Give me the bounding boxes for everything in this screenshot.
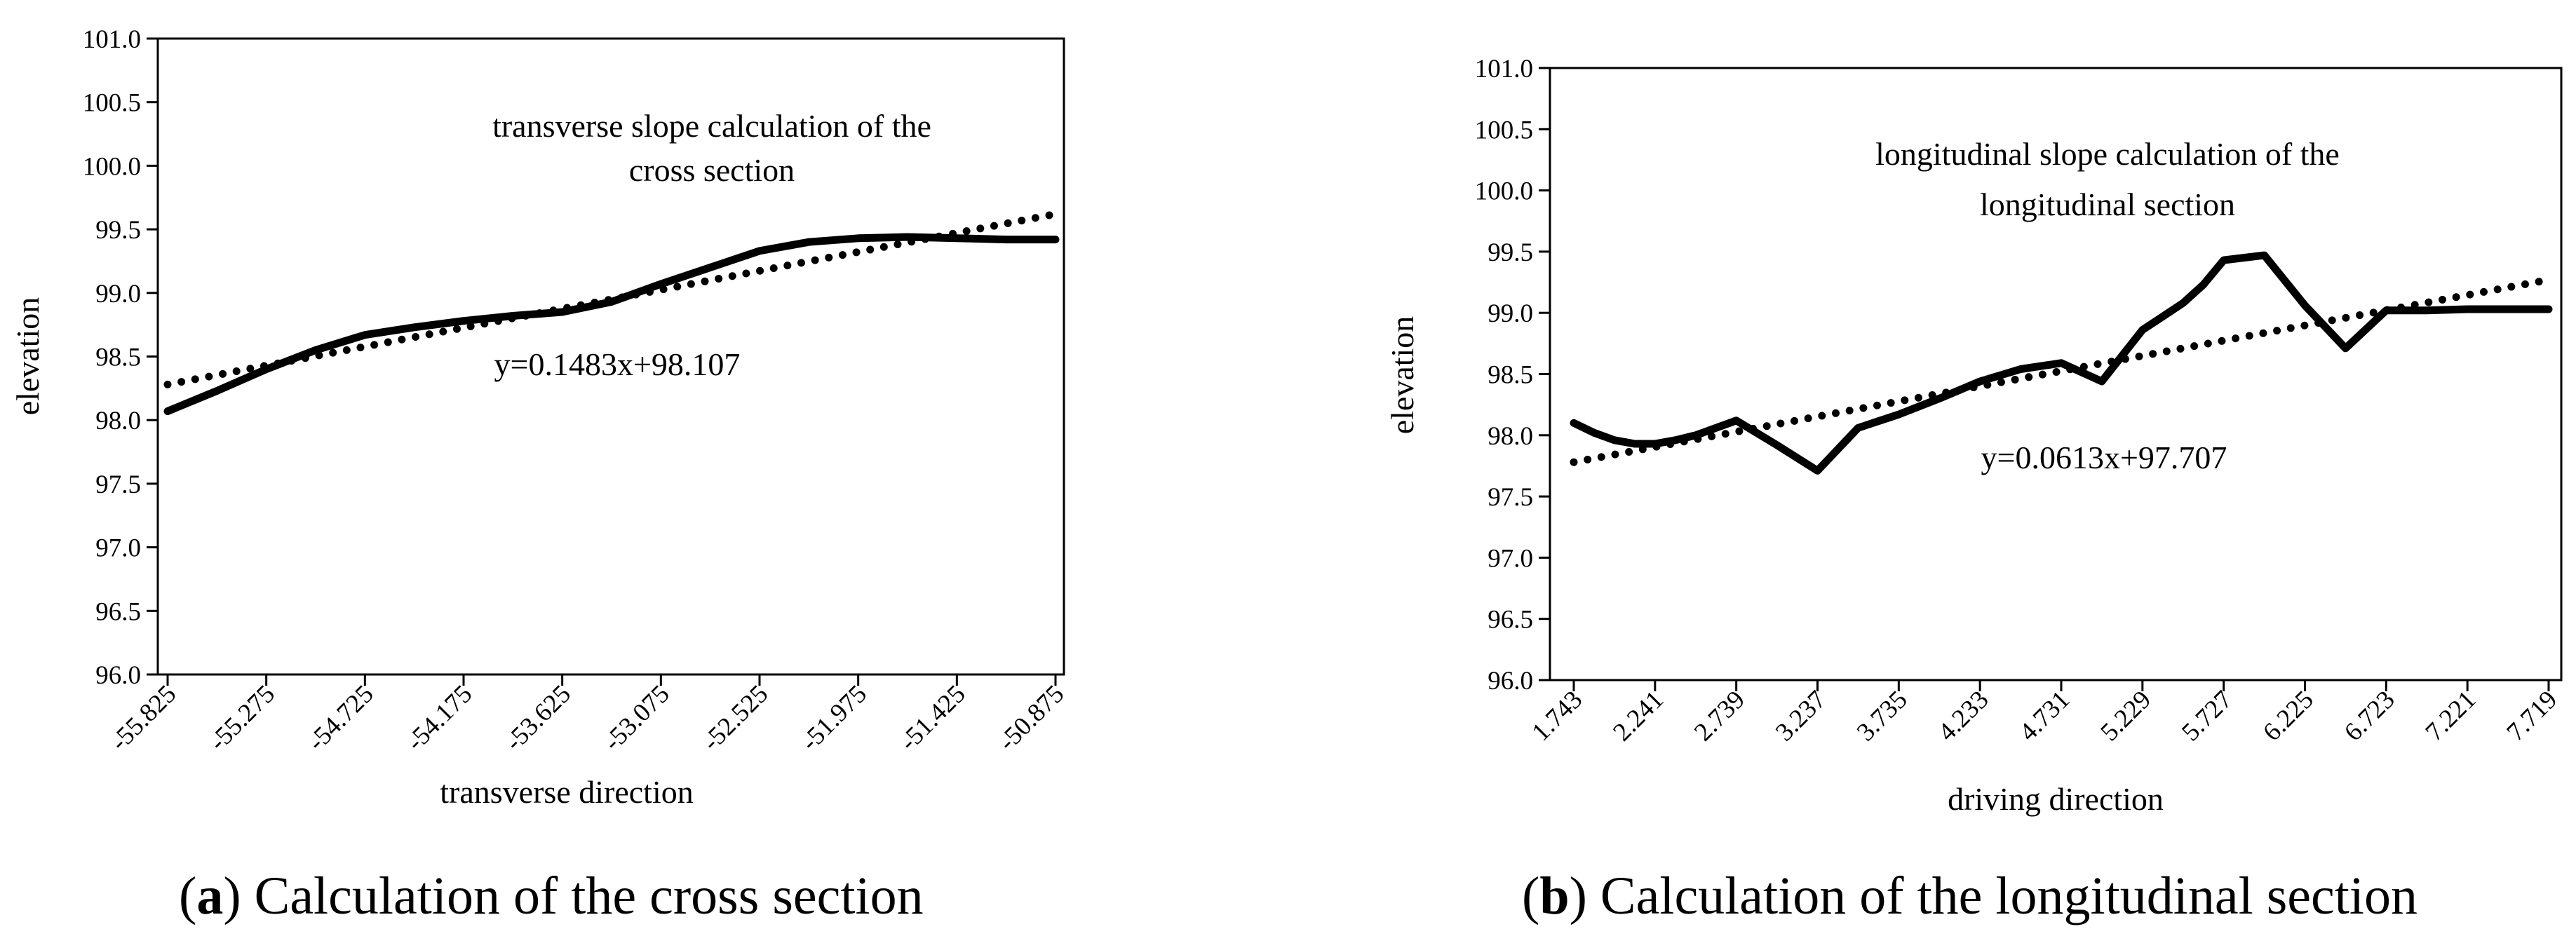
- trend-equation: y=0.1483x+98.107: [494, 346, 741, 382]
- data-line: [163, 233, 1060, 415]
- x-tick-label: 1.743: [1527, 685, 1589, 747]
- x-tick-label: 7.719: [2502, 685, 2563, 747]
- data-line: [1570, 251, 2553, 475]
- y-tick-label: 99.0: [1488, 299, 1533, 328]
- x-tick-label: 3.237: [1770, 685, 1832, 747]
- caption-a: (a) Calculation of the cross section: [179, 866, 924, 927]
- x-tick-label: -53.075: [598, 679, 675, 757]
- y-tick-label: 100.5: [1475, 116, 1533, 144]
- y-tick-label: 100.5: [83, 89, 141, 118]
- y-tick-label: 97.0: [1488, 544, 1533, 573]
- chart-panel-a: 101.0 100.5 100.0 99.5 99.0 98.5 98.0 97.5 97.0 9…: [10, 25, 1070, 810]
- trend-line: [163, 210, 1060, 388]
- caption-b-open: (: [1522, 867, 1540, 925]
- x-tick-label: 4.731: [2014, 685, 2076, 747]
- caption-a-letter: a: [196, 867, 224, 925]
- x-axis-label: driving direction: [1948, 781, 2164, 817]
- y-tick-label: 101.0: [83, 25, 141, 54]
- x-tick-label: -54.725: [302, 679, 379, 757]
- x-tick-label: 7.221: [2420, 685, 2482, 747]
- y-tick-label: 99.5: [95, 216, 141, 245]
- y-tick-label: 96.5: [95, 597, 141, 626]
- x-tick-label: 4.233: [1933, 685, 1995, 747]
- y-tick-label: 98.5: [95, 344, 141, 372]
- x-tick-label: -55.825: [105, 679, 182, 757]
- annotation-text: longitudinal slope calculation of the: [1875, 136, 2340, 172]
- x-tick-label: -51.425: [894, 679, 971, 757]
- annotation-text: transverse slope calculation of the: [492, 108, 931, 144]
- caption-b-text: ) Calculation of the longitudinal sectio…: [1569, 867, 2417, 925]
- y-axis-label: elevation: [10, 297, 46, 416]
- x-tick-label: 3.735: [1852, 685, 1913, 747]
- x-axis-label: transverse direction: [440, 774, 693, 810]
- x-tick-label: -55.275: [203, 679, 281, 757]
- y-tick-label: 97.5: [1488, 483, 1533, 512]
- x-tick-label: -52.525: [697, 679, 774, 757]
- caption-a-open: (: [179, 867, 197, 925]
- y-tick-label: 99.5: [1488, 238, 1533, 267]
- y-tick-label: 100.0: [83, 152, 141, 181]
- x-tick-label: -51.975: [795, 679, 872, 757]
- y-tick-label: 96.0: [95, 661, 141, 690]
- x-tick-label: 5.727: [2176, 685, 2238, 747]
- y-tick-label: 97.5: [95, 470, 141, 499]
- chart-panel-b: 101.0 100.5 100.0 99.5 99.0 98.5 98.0 97.5 97.0 9…: [1384, 55, 2563, 817]
- caption-a-text: ) Calculation of the cross section: [223, 867, 924, 925]
- y-tick-label: 98.5: [1488, 361, 1533, 390]
- annotation-text: longitudinal section: [1980, 186, 2235, 222]
- y-tick-label: 101.0: [1475, 55, 1533, 83]
- x-tick-label: -54.175: [401, 679, 478, 757]
- y-tick-label: 96.0: [1488, 667, 1533, 696]
- x-tick-label: 2.241: [1607, 685, 1669, 747]
- y-tick-label: 100.0: [1475, 177, 1533, 206]
- x-tick-label: -50.875: [993, 679, 1070, 757]
- caption-b: (b) Calculation of the longitudinal sect…: [1522, 866, 2417, 927]
- y-tick-label: 97.0: [95, 534, 141, 563]
- y-tick-label: 96.5: [1488, 606, 1533, 635]
- trend-line: [1570, 276, 2553, 466]
- trend-equation: y=0.0613x+97.707: [1981, 440, 2227, 475]
- y-tick-label: 98.0: [1488, 422, 1533, 451]
- x-tick-label: 6.723: [2339, 685, 2401, 747]
- x-tick-label: 2.739: [1689, 685, 1751, 747]
- y-tick-label: 99.0: [95, 280, 141, 308]
- y-tick-label: 98.0: [95, 407, 141, 435]
- x-tick-label: 5.229: [2095, 685, 2157, 747]
- x-tick-label: 6.225: [2258, 685, 2319, 747]
- caption-b-letter: b: [1539, 867, 1570, 925]
- y-axis-label: elevation: [1384, 316, 1420, 435]
- x-tick-label: -53.625: [499, 679, 576, 757]
- annotation-text: cross section: [629, 152, 795, 188]
